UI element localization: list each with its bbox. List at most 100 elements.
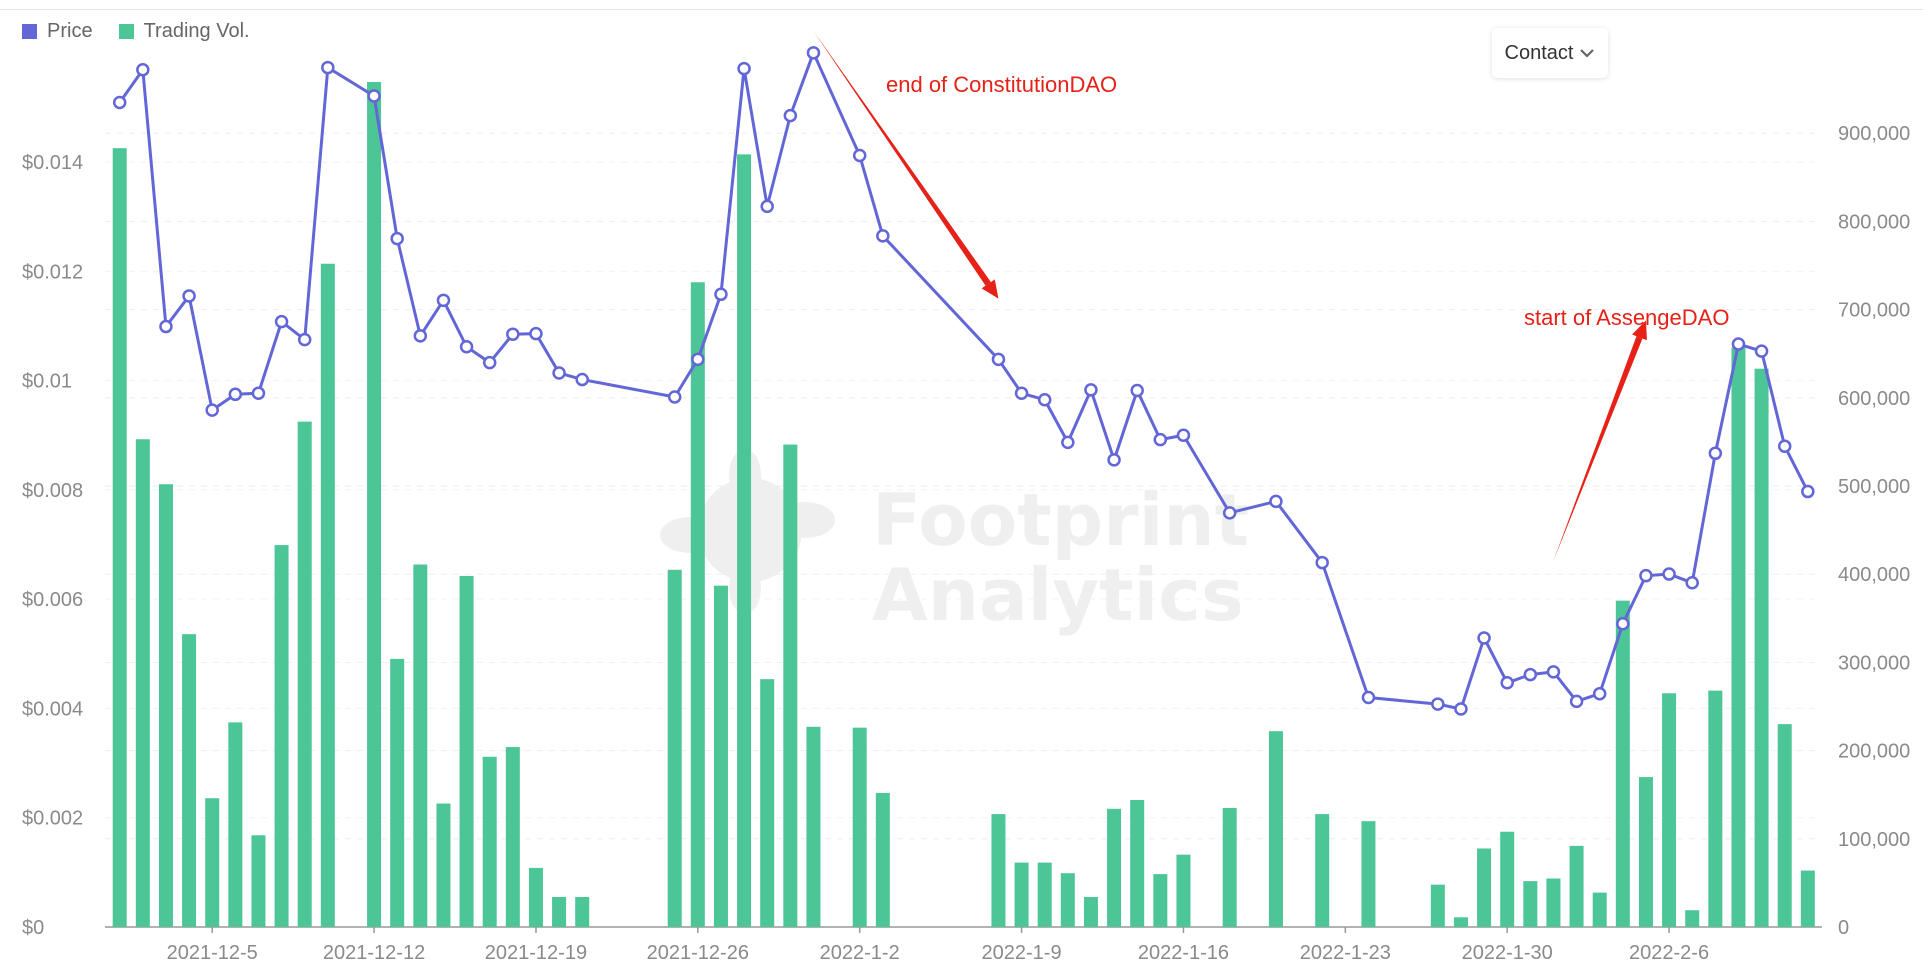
price-point bbox=[552, 366, 566, 380]
legend-item-volume[interactable]: Trading Vol. bbox=[118, 20, 250, 43]
contact-button[interactable]: Contact bbox=[1492, 28, 1608, 78]
grid-lines bbox=[105, 132, 1822, 840]
volume-bar bbox=[1222, 807, 1237, 927]
watermark-line1: Footprint bbox=[872, 478, 1249, 562]
price-point bbox=[1130, 383, 1144, 398]
annotation-arrow-shaft bbox=[1553, 336, 1643, 561]
y-right-tick-label: 0 bbox=[1838, 917, 1849, 939]
annotation-arrow-head bbox=[1632, 320, 1647, 341]
volume-bar bbox=[1477, 848, 1492, 927]
volume-bar bbox=[436, 803, 451, 927]
price-point bbox=[691, 352, 705, 367]
volume-swatch-icon bbox=[118, 24, 134, 39]
chevron-down-icon bbox=[1580, 49, 1595, 58]
price-point bbox=[1153, 432, 1168, 447]
price-point bbox=[806, 46, 821, 60]
volume-bar bbox=[783, 444, 798, 927]
price-point bbox=[390, 231, 404, 246]
y-left-tick-label: $0.014 bbox=[22, 152, 83, 174]
price-point bbox=[1037, 393, 1052, 407]
volume-bar bbox=[1777, 724, 1792, 927]
volume-bar bbox=[875, 792, 890, 927]
price-point bbox=[1777, 439, 1792, 453]
price-point bbox=[1084, 383, 1098, 397]
x-tick-label: 2021-12-5 bbox=[167, 942, 258, 964]
volume-bar bbox=[1731, 347, 1746, 927]
price-point bbox=[1454, 702, 1468, 716]
price-point bbox=[529, 326, 543, 341]
annotation-arrow-shaft bbox=[813, 30, 991, 286]
price-point bbox=[136, 63, 150, 77]
x-axis: 2021-12-5 2021-12-12 2021-12-19 2021-12-26 2… bbox=[105, 926, 1822, 964]
legend-item-price[interactable]: Price bbox=[22, 20, 93, 43]
volume-bar bbox=[1176, 854, 1191, 927]
x-tick-label: 2022-1-23 bbox=[1300, 942, 1391, 964]
x-tick-label: 2021-12-12 bbox=[323, 942, 425, 964]
y-left-tick-label: $0.004 bbox=[22, 698, 83, 720]
price-point bbox=[1222, 506, 1237, 520]
price-point bbox=[1431, 697, 1445, 711]
price-point bbox=[1315, 555, 1329, 570]
y-right-tick-label: 800,000 bbox=[1838, 211, 1910, 233]
volume-bar bbox=[413, 564, 428, 927]
volume-bar bbox=[205, 798, 220, 927]
price-point bbox=[1361, 690, 1376, 705]
annotation-assengedao: start of AssengeDAO bbox=[1524, 305, 1729, 330]
y-left-tick-label: $0.01 bbox=[22, 371, 72, 393]
volume-bar bbox=[251, 835, 266, 927]
price-point bbox=[482, 355, 497, 370]
price-point bbox=[1754, 344, 1769, 358]
price-point bbox=[1708, 446, 1723, 461]
left-axis: $0 $0.002 $0.004 $0.006 $0.008 $0.01 $0.012 $0.… bbox=[22, 152, 83, 939]
volume-bar bbox=[760, 679, 775, 927]
y-right-tick-label: 100,000 bbox=[1838, 829, 1910, 851]
price-point bbox=[159, 319, 173, 334]
y-right-tick-label: 900,000 bbox=[1838, 123, 1910, 145]
y-left-tick-label: $0.012 bbox=[22, 261, 83, 283]
price-point bbox=[1801, 484, 1815, 499]
price-point bbox=[991, 352, 1006, 367]
volume-bar bbox=[737, 154, 752, 928]
price-point bbox=[112, 95, 127, 110]
y-right-tick-label: 700,000 bbox=[1838, 300, 1910, 322]
volume-bar bbox=[1130, 799, 1145, 927]
chart-legend: Price Trading Vol. bbox=[22, 20, 266, 43]
volume-bar bbox=[182, 634, 197, 927]
volume-bar bbox=[1107, 808, 1122, 927]
volume-bar bbox=[552, 897, 567, 927]
volume-bar bbox=[1430, 884, 1445, 927]
volume-bar bbox=[112, 148, 127, 928]
price-point bbox=[274, 314, 289, 329]
y-right-tick-label: 500,000 bbox=[1838, 476, 1910, 498]
volume-bar bbox=[667, 569, 682, 927]
volume-bar bbox=[852, 727, 867, 927]
volume-bar bbox=[713, 585, 728, 927]
volume-bar bbox=[1708, 690, 1723, 927]
price-point bbox=[182, 289, 196, 303]
volume-bar bbox=[1638, 777, 1653, 927]
y-left-tick-label: $0 bbox=[22, 917, 44, 939]
volume-bar bbox=[1592, 892, 1607, 927]
x-tick-label: 2022-1-2 bbox=[820, 942, 900, 964]
volume-bar bbox=[158, 484, 173, 927]
y-right-tick-label: 600,000 bbox=[1838, 388, 1910, 410]
volume-bar bbox=[575, 897, 590, 927]
volume-bar bbox=[1037, 862, 1052, 927]
volume-bar bbox=[1500, 831, 1515, 927]
volume-bar bbox=[228, 722, 243, 927]
y-right-tick-label: 200,000 bbox=[1838, 741, 1910, 763]
price-point bbox=[1616, 617, 1630, 631]
volume-bar bbox=[1546, 878, 1561, 927]
y-right-tick-label: 400,000 bbox=[1838, 564, 1910, 586]
price-point bbox=[1662, 567, 1676, 581]
volume-bar bbox=[1615, 600, 1630, 927]
y-left-tick-label: $0.002 bbox=[22, 808, 83, 830]
x-tick-label: 2021-12-19 bbox=[485, 942, 587, 964]
price-point bbox=[1546, 665, 1561, 679]
annotations: end of ConstitutionDAO start of AssengeD… bbox=[813, 30, 1729, 561]
annotation-arrow-head bbox=[981, 279, 999, 299]
volume-bar bbox=[991, 814, 1006, 927]
price-point bbox=[1014, 386, 1029, 400]
x-tick-label: 2021-12-26 bbox=[647, 942, 749, 964]
